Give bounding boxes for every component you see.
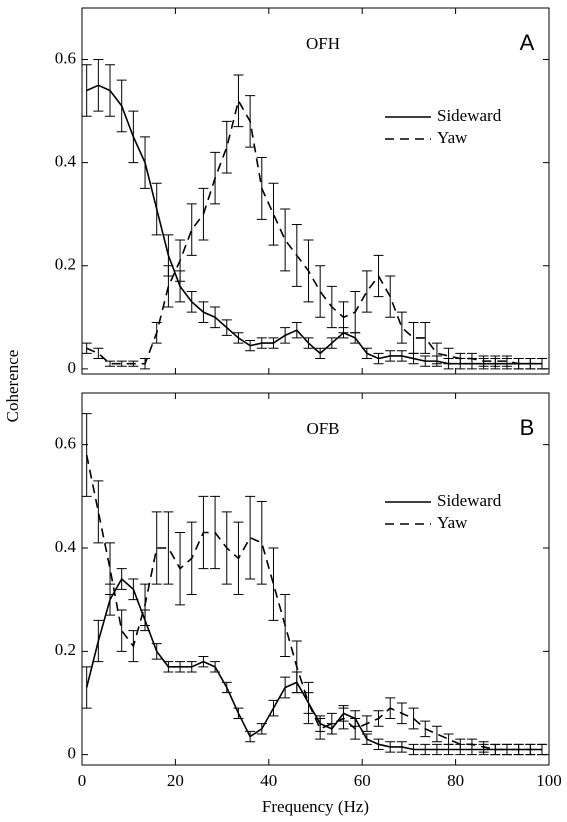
y-tick-label: 0.4 — [55, 537, 77, 556]
y-axis-label: Coherence — [3, 350, 22, 423]
error-bar — [315, 718, 326, 740]
error-bar — [163, 265, 174, 308]
error-bar — [93, 480, 104, 544]
error-bar — [151, 511, 162, 585]
legend-label: Yaw — [437, 128, 468, 147]
error-bar — [81, 342, 92, 354]
x-tick-label: 20 — [167, 771, 184, 790]
error-bar — [116, 360, 127, 367]
error-bar — [361, 270, 372, 313]
error-bar — [431, 725, 442, 743]
error-bar — [326, 712, 337, 735]
series-line — [86, 98, 542, 365]
error-bar — [443, 733, 454, 745]
error-bar — [221, 120, 232, 174]
error-bar — [233, 74, 244, 128]
plot-frame — [81, 7, 550, 375]
error-bar — [536, 358, 547, 370]
error-bar — [396, 311, 407, 344]
error-bar — [420, 321, 431, 354]
plot-frame — [81, 392, 550, 766]
error-bar — [268, 182, 279, 246]
y-tick-label: 0.2 — [55, 640, 76, 659]
panel-label: B — [520, 415, 535, 440]
error-bar — [385, 275, 396, 318]
y-tick-label: 0.2 — [55, 255, 76, 274]
y-tick-label: 0 — [68, 744, 77, 763]
error-bar — [116, 609, 127, 652]
error-bar — [81, 64, 92, 117]
x-axis-label: Frequency (Hz) — [262, 797, 369, 816]
legend-label: Sideward — [437, 106, 502, 125]
error-bar — [268, 547, 279, 621]
error-bar — [443, 347, 454, 365]
series-line — [85, 454, 542, 751]
error-bar — [186, 203, 197, 256]
error-bar — [303, 681, 314, 725]
error-bar — [256, 501, 267, 585]
x-tick-label: 60 — [354, 771, 371, 790]
series-line — [85, 577, 542, 751]
y-tick-label: 0.4 — [55, 152, 77, 171]
panel-label: A — [520, 30, 535, 55]
x-tick-label: 100 — [536, 771, 562, 790]
y-tick-label: 0.6 — [55, 434, 76, 453]
error-bar — [431, 342, 442, 365]
error-bar — [198, 187, 209, 241]
x-tick-label: 0 — [78, 771, 87, 790]
error-bar — [501, 743, 512, 756]
x-tick-label: 40 — [260, 771, 277, 790]
error-bar — [163, 511, 174, 585]
series-line — [86, 84, 542, 365]
error-bar — [245, 495, 256, 580]
error-bar — [93, 347, 104, 360]
error-bar — [501, 355, 512, 367]
x-tick-label: 80 — [447, 771, 464, 790]
legend-label: Yaw — [437, 513, 468, 532]
y-tick-label: 0 — [68, 358, 77, 377]
annotation: OFB — [306, 419, 339, 438]
y-tick-label: 0.6 — [55, 48, 76, 67]
error-bar — [105, 360, 116, 367]
error-bar — [490, 743, 501, 756]
error-bar — [105, 542, 116, 595]
legend-label: Sideward — [437, 491, 502, 510]
annotation: OFH — [306, 34, 340, 53]
error-bar — [408, 321, 419, 354]
error-bar — [280, 208, 291, 272]
error-bar — [315, 265, 326, 318]
error-bar — [490, 355, 501, 367]
